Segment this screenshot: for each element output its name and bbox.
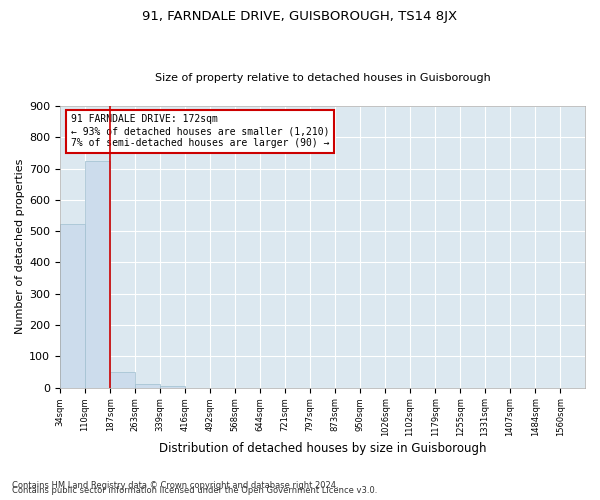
Bar (85, 161, 110, 388)
Bar (135, 384, 160, 388)
Text: Contains public sector information licensed under the Open Government Licence v3: Contains public sector information licen… (12, 486, 377, 495)
Text: Contains HM Land Registry data © Crown copyright and database right 2024.: Contains HM Land Registry data © Crown c… (12, 481, 338, 490)
Bar (60, 224, 85, 388)
Text: 91 FARNDALE DRIVE: 172sqm
← 93% of detached houses are smaller (1,210)
7% of sem: 91 FARNDALE DRIVE: 172sqm ← 93% of detac… (71, 114, 329, 148)
Text: 91, FARNDALE DRIVE, GUISBOROUGH, TS14 8JX: 91, FARNDALE DRIVE, GUISBOROUGH, TS14 8J… (142, 10, 458, 23)
Bar (160, 386, 185, 388)
X-axis label: Distribution of detached houses by size in Guisborough: Distribution of detached houses by size … (159, 442, 486, 455)
Y-axis label: Number of detached properties: Number of detached properties (15, 159, 25, 334)
Bar (110, 372, 135, 388)
Title: Size of property relative to detached houses in Guisborough: Size of property relative to detached ho… (155, 73, 490, 83)
